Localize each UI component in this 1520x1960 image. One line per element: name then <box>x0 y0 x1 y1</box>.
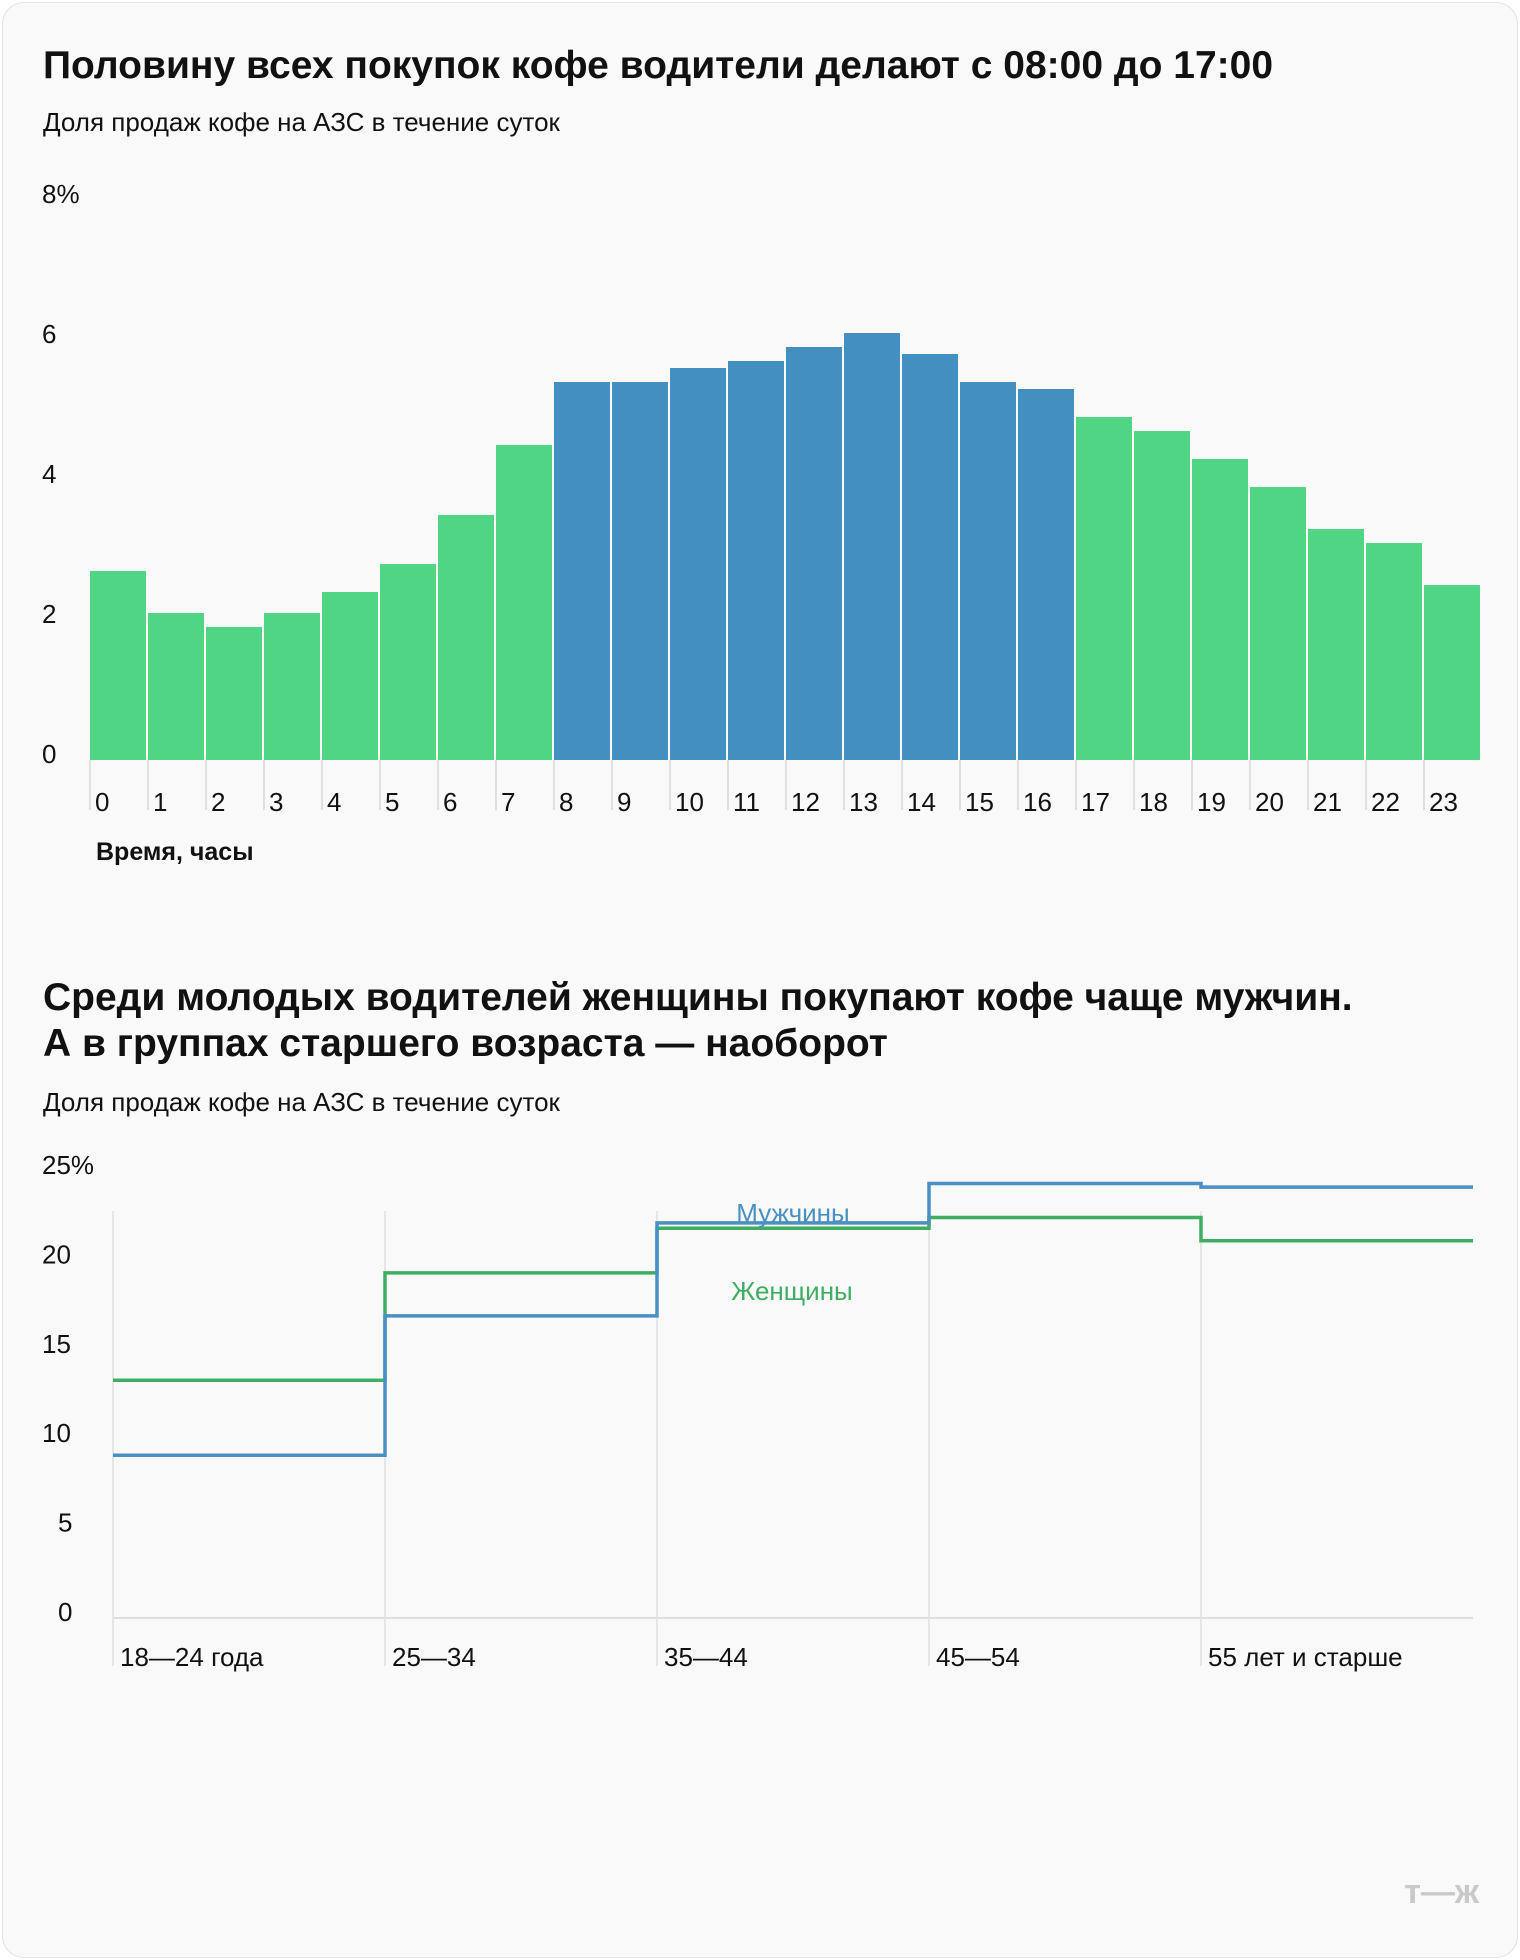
x-tick-label: 5 <box>385 787 399 817</box>
x-tick-label: 22 <box>1371 787 1400 817</box>
bar <box>1366 543 1422 760</box>
y-tick-label: 6 <box>42 319 56 349</box>
x-tick-label: 12 <box>791 787 820 817</box>
y-tick-label: 10 <box>42 1418 71 1448</box>
y-tick-label: 8% <box>42 179 80 209</box>
x-tick-label: 23 <box>1429 787 1458 817</box>
bar <box>670 368 726 760</box>
x-tick-label: 20 <box>1255 787 1284 817</box>
bar <box>264 613 320 760</box>
y-tick-label: 5 <box>58 1508 72 1538</box>
series-label-men: Мужчины <box>736 1198 849 1228</box>
x-tick-label: 21 <box>1313 787 1342 817</box>
x-tick-label: 14 <box>907 787 936 817</box>
x-tick-label: 17 <box>1081 787 1110 817</box>
x-tick-label: 18 <box>1139 787 1168 817</box>
bar <box>902 354 958 760</box>
bar <box>322 592 378 760</box>
bar <box>612 382 668 760</box>
bar <box>496 445 552 760</box>
x-tick-label: 19 <box>1197 787 1226 817</box>
chart2-subtitle: Доля продаж кофе на АЗС в течение суток <box>43 1087 560 1117</box>
x-tick-label: 18—24 года <box>120 1642 264 1672</box>
x-tick-label: 3 <box>269 787 283 817</box>
x-tick-label: 7 <box>501 787 515 817</box>
x-tick-label: 35—44 <box>664 1642 748 1672</box>
x-tick-label: 16 <box>1023 787 1052 817</box>
x-tick-label: 2 <box>211 787 225 817</box>
bar <box>1308 529 1364 760</box>
chart2-title-line2: А в группах старшего возраста — наоборот <box>43 1022 888 1065</box>
bar <box>90 571 146 760</box>
series-line-Мужчины <box>113 1181 1473 1458</box>
x-tick-label: 8 <box>559 787 573 817</box>
bar <box>1424 585 1480 760</box>
logo: т—ж <box>1404 1873 1480 1911</box>
x-tick-label: 9 <box>617 787 631 817</box>
x-tick-label: 4 <box>327 787 341 817</box>
bar <box>1076 417 1132 760</box>
bar <box>148 613 204 760</box>
y-tick-label: 4 <box>42 459 56 489</box>
bar <box>728 361 784 760</box>
x-tick-label: 1 <box>153 787 167 817</box>
bar <box>1134 431 1190 760</box>
bar <box>1250 487 1306 760</box>
x-tick-label: 45—54 <box>936 1642 1020 1672</box>
bar <box>438 515 494 760</box>
chart1-title: Половину всех покупок кофе водители дела… <box>43 44 1274 87</box>
series-label-women: Женщины <box>731 1276 852 1306</box>
x-tick-label: 55 лет и старше <box>1208 1642 1403 1672</box>
y-tick-label: 20 <box>42 1239 71 1269</box>
bar <box>380 564 436 760</box>
y-tick-label: 25% <box>42 1150 94 1180</box>
x-axis-label: Время, часы <box>96 838 254 866</box>
x-tick-label: 6 <box>443 787 457 817</box>
bar <box>1192 459 1248 760</box>
bar <box>1018 389 1074 760</box>
chart1-subtitle: Доля продаж кофе на АЗС в течение суток <box>43 107 560 137</box>
bar <box>960 382 1016 760</box>
x-tick-label: 10 <box>675 787 704 817</box>
x-tick-label: 25—34 <box>392 1642 476 1672</box>
x-tick-label: 15 <box>965 787 994 817</box>
y-tick-label: 0 <box>42 739 56 769</box>
y-tick-label: 15 <box>42 1329 71 1359</box>
x-tick-label: 11 <box>733 787 760 817</box>
y-tick-label: 2 <box>42 599 56 629</box>
bar <box>206 627 262 760</box>
chart2-title-line1: Среди молодых водителей женщины покупают… <box>43 976 1353 1019</box>
x-tick-label: 13 <box>849 787 878 817</box>
bar <box>844 333 900 760</box>
x-tick-label: 0 <box>95 787 109 817</box>
bar <box>554 382 610 760</box>
bar <box>786 347 842 760</box>
y-tick-label: 0 <box>58 1597 72 1627</box>
